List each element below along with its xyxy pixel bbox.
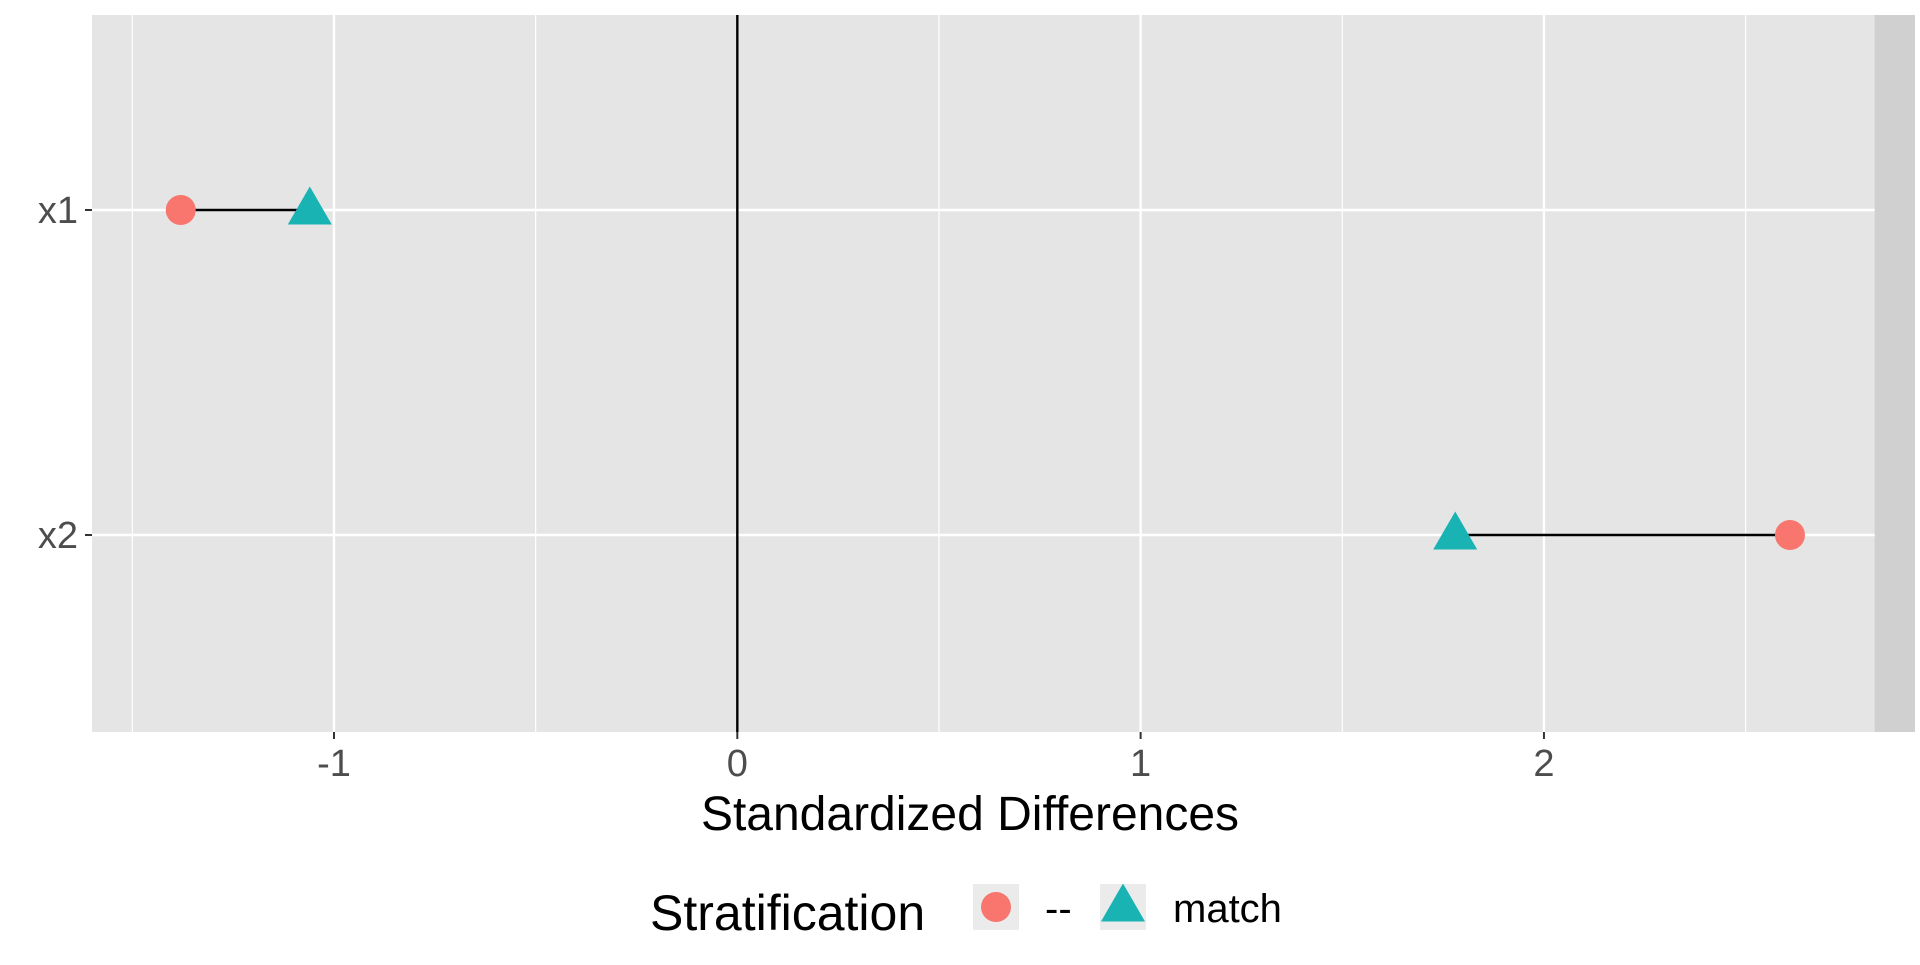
legend-item-label: --: [1045, 887, 1072, 931]
legend-item-label: match: [1173, 887, 1282, 931]
y-tick-label: x2: [38, 515, 78, 557]
plot-panel: [92, 15, 1915, 732]
x-tick-label: 1: [1130, 743, 1151, 785]
legend-triangle-marker: [1101, 883, 1145, 922]
x-axis-title: Standardized Differences: [701, 788, 1239, 841]
legend-title: Stratification: [650, 885, 925, 941]
legend: Stratification -- match: [650, 883, 1282, 941]
x-tick-label: -1: [317, 743, 351, 785]
triangle-point: [1433, 511, 1478, 550]
circle-point: [165, 195, 196, 225]
x-tick-label: 0: [727, 743, 748, 785]
legend-circle-marker: [981, 892, 1011, 922]
x-tick-label: 2: [1533, 743, 1554, 785]
circle-point: [1774, 520, 1805, 550]
shaded-band: [1874, 15, 1915, 732]
y-tick-label: x1: [38, 190, 78, 232]
triangle-point: [287, 186, 332, 225]
